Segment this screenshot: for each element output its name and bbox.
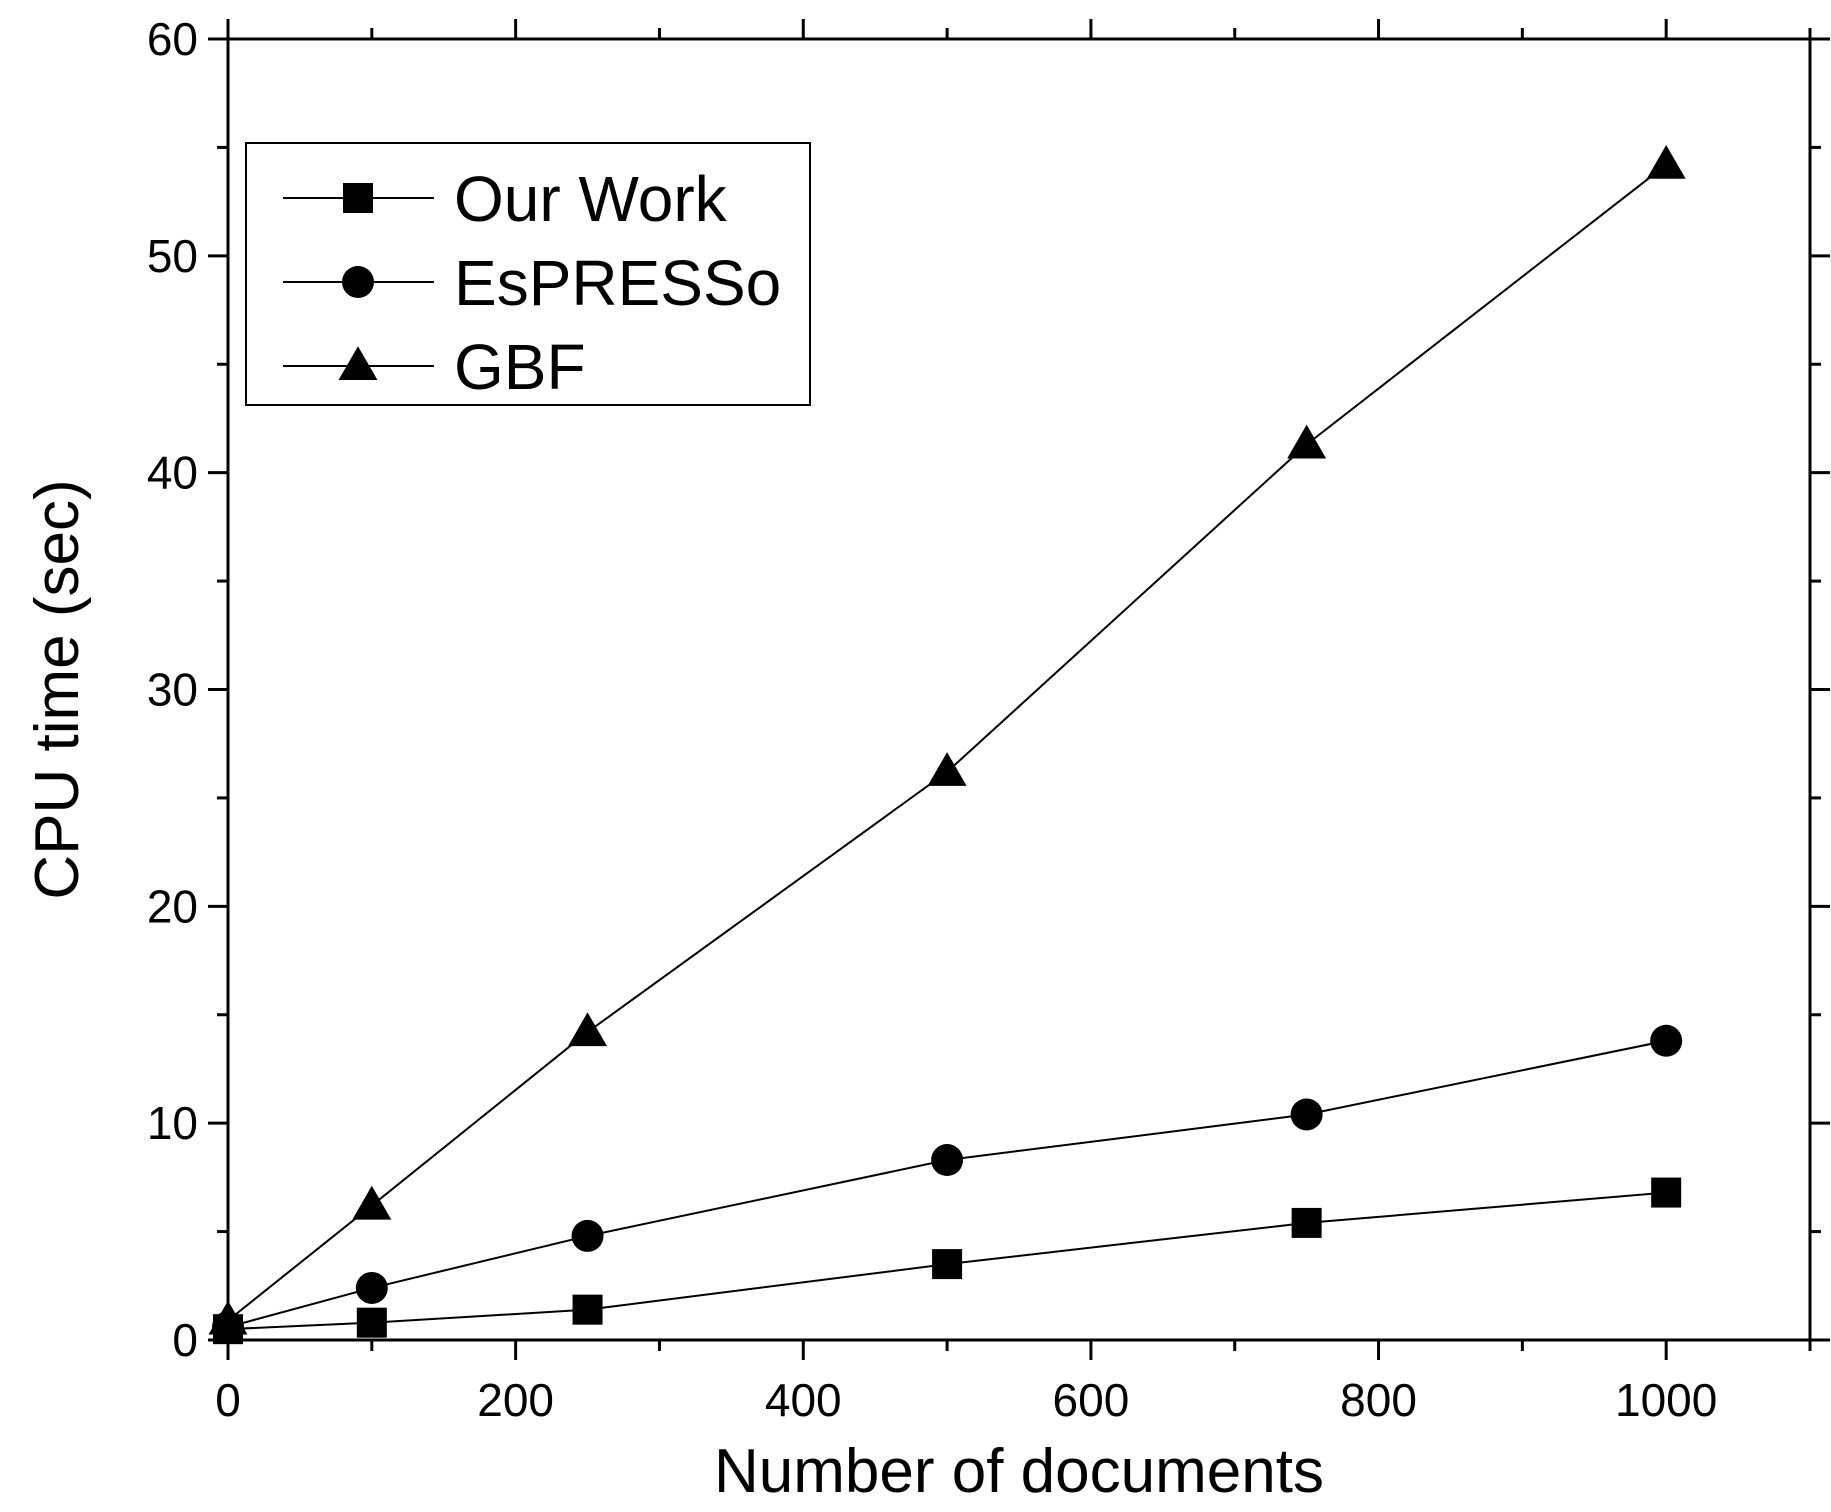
- data-point-our-work-2: [572, 1294, 603, 1325]
- legend-label-our-work: Our Work: [454, 163, 728, 235]
- y-tick-label-40: 40: [147, 447, 198, 499]
- x-tick-label-600: 600: [1053, 1374, 1130, 1426]
- legend-marker-our-work: [343, 183, 373, 213]
- y-tick-label-60: 60: [147, 13, 198, 65]
- data-point-gbf-2: [568, 1012, 608, 1047]
- y-tick-label-0: 0: [172, 1314, 198, 1366]
- data-point-gbf-5: [1646, 144, 1686, 179]
- legend-label-espresso: EsPRESSo: [454, 247, 781, 319]
- data-point-gbf-3: [927, 752, 967, 786]
- x-tick-label-400: 400: [765, 1374, 842, 1426]
- labels-layer: 0 200 400 600 800 1000 0 10 20 30 40 50 60 Number of …: [23, 13, 1717, 1506]
- data-point-espresso-5: [1650, 1024, 1683, 1057]
- legend: Our Work EsPRESSo GBF: [245, 142, 811, 406]
- data-point-our-work-5: [1651, 1177, 1682, 1208]
- data-point-gbf-1: [352, 1185, 392, 1220]
- legend-box: [245, 142, 811, 406]
- x-tick-label-1000: 1000: [1615, 1374, 1717, 1426]
- legend-marker-espresso: [342, 266, 374, 298]
- y-tick-label-30: 30: [147, 664, 198, 716]
- series-line-espresso: [227, 1039, 1667, 1328]
- y-tick-label-50: 50: [147, 230, 198, 282]
- data-point-espresso-2: [571, 1219, 604, 1252]
- data-point-our-work-4: [1291, 1207, 1322, 1238]
- data-point-espresso-3: [931, 1144, 964, 1177]
- data-point-espresso-1: [355, 1271, 388, 1304]
- ticks-layer: [208, 19, 1830, 1360]
- data-point-espresso-4: [1290, 1098, 1323, 1131]
- y-tick-label-10: 10: [147, 1097, 198, 1149]
- data-point-our-work-1: [356, 1307, 387, 1338]
- y-axis-title: CPU time (sec): [23, 479, 92, 899]
- data-point-our-work-3: [932, 1249, 963, 1280]
- x-tick-label-200: 200: [477, 1374, 554, 1426]
- x-axis-title: Number of documents: [714, 1437, 1324, 1506]
- data-point-gbf-4: [1287, 424, 1327, 459]
- x-tick-label-800: 800: [1340, 1374, 1417, 1426]
- x-tick-label-0: 0: [215, 1374, 241, 1426]
- legend-label-gbf: GBF: [454, 331, 586, 403]
- series-line-gbf: [227, 163, 1667, 1322]
- series-line-our-work: [227, 1191, 1667, 1331]
- legend-marker-gbf: [338, 346, 378, 381]
- y-tick-label-20: 20: [147, 880, 198, 932]
